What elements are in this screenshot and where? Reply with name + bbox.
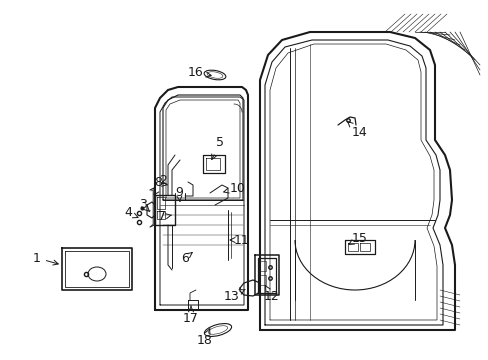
Text: 14: 14 [347,122,367,139]
Text: 5: 5 [211,136,224,159]
Text: 12: 12 [264,285,279,303]
Text: 7: 7 [158,211,171,224]
Text: 18: 18 [197,328,212,346]
Text: 17: 17 [183,306,199,324]
Text: 15: 15 [348,231,367,244]
Text: 13: 13 [224,289,244,302]
Text: 10: 10 [223,181,245,194]
Text: 8: 8 [154,176,167,189]
Text: 9: 9 [175,185,183,201]
Text: 4: 4 [124,207,138,220]
Text: 2: 2 [154,175,166,195]
Text: 16: 16 [188,67,211,80]
Text: 11: 11 [230,234,249,247]
Text: 1: 1 [33,252,58,265]
Text: 6: 6 [181,252,192,265]
Text: 3: 3 [139,198,149,212]
